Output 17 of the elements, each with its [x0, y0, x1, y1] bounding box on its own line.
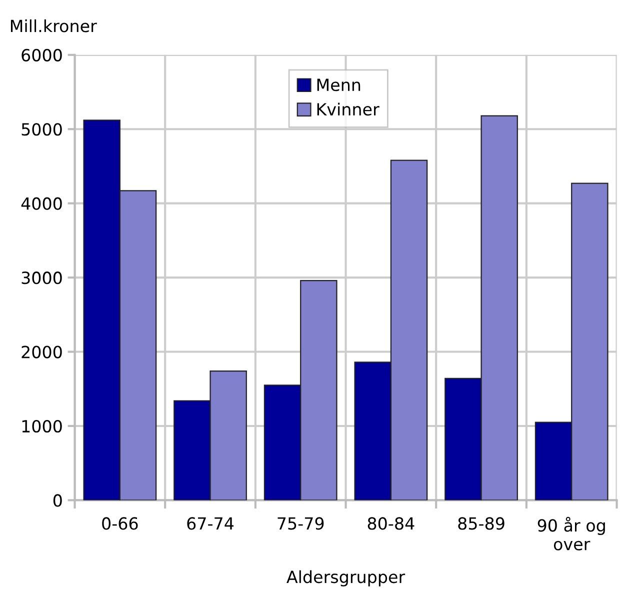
- x-tick-label: 67-74: [187, 517, 234, 530]
- y-tick-label: 4000: [21, 197, 62, 210]
- y-tick-label: 5000: [22, 123, 62, 136]
- x-tick-label: 90 år og over: [538, 516, 605, 550]
- y-tick-label: 1000: [22, 420, 62, 433]
- y-tick-label: 0: [53, 494, 62, 507]
- x-tick-label: 0-66: [102, 517, 138, 530]
- x-axis-title: Aldersgrupper: [286, 570, 406, 586]
- x-tick-label: 85-89: [458, 517, 504, 530]
- legend-label: Kvinner: [317, 102, 380, 116]
- y-axis-title: Mill.kroner: [10, 19, 97, 32]
- x-tick-label: 75-79: [278, 517, 324, 530]
- legend-label: Menn: [317, 78, 360, 92]
- x-tick-label: 80-84: [368, 517, 414, 530]
- y-tick-label: 2000: [22, 346, 62, 358]
- y-tick-label: 6000: [22, 48, 62, 62]
- y-tick-label: 3000: [22, 272, 62, 284]
